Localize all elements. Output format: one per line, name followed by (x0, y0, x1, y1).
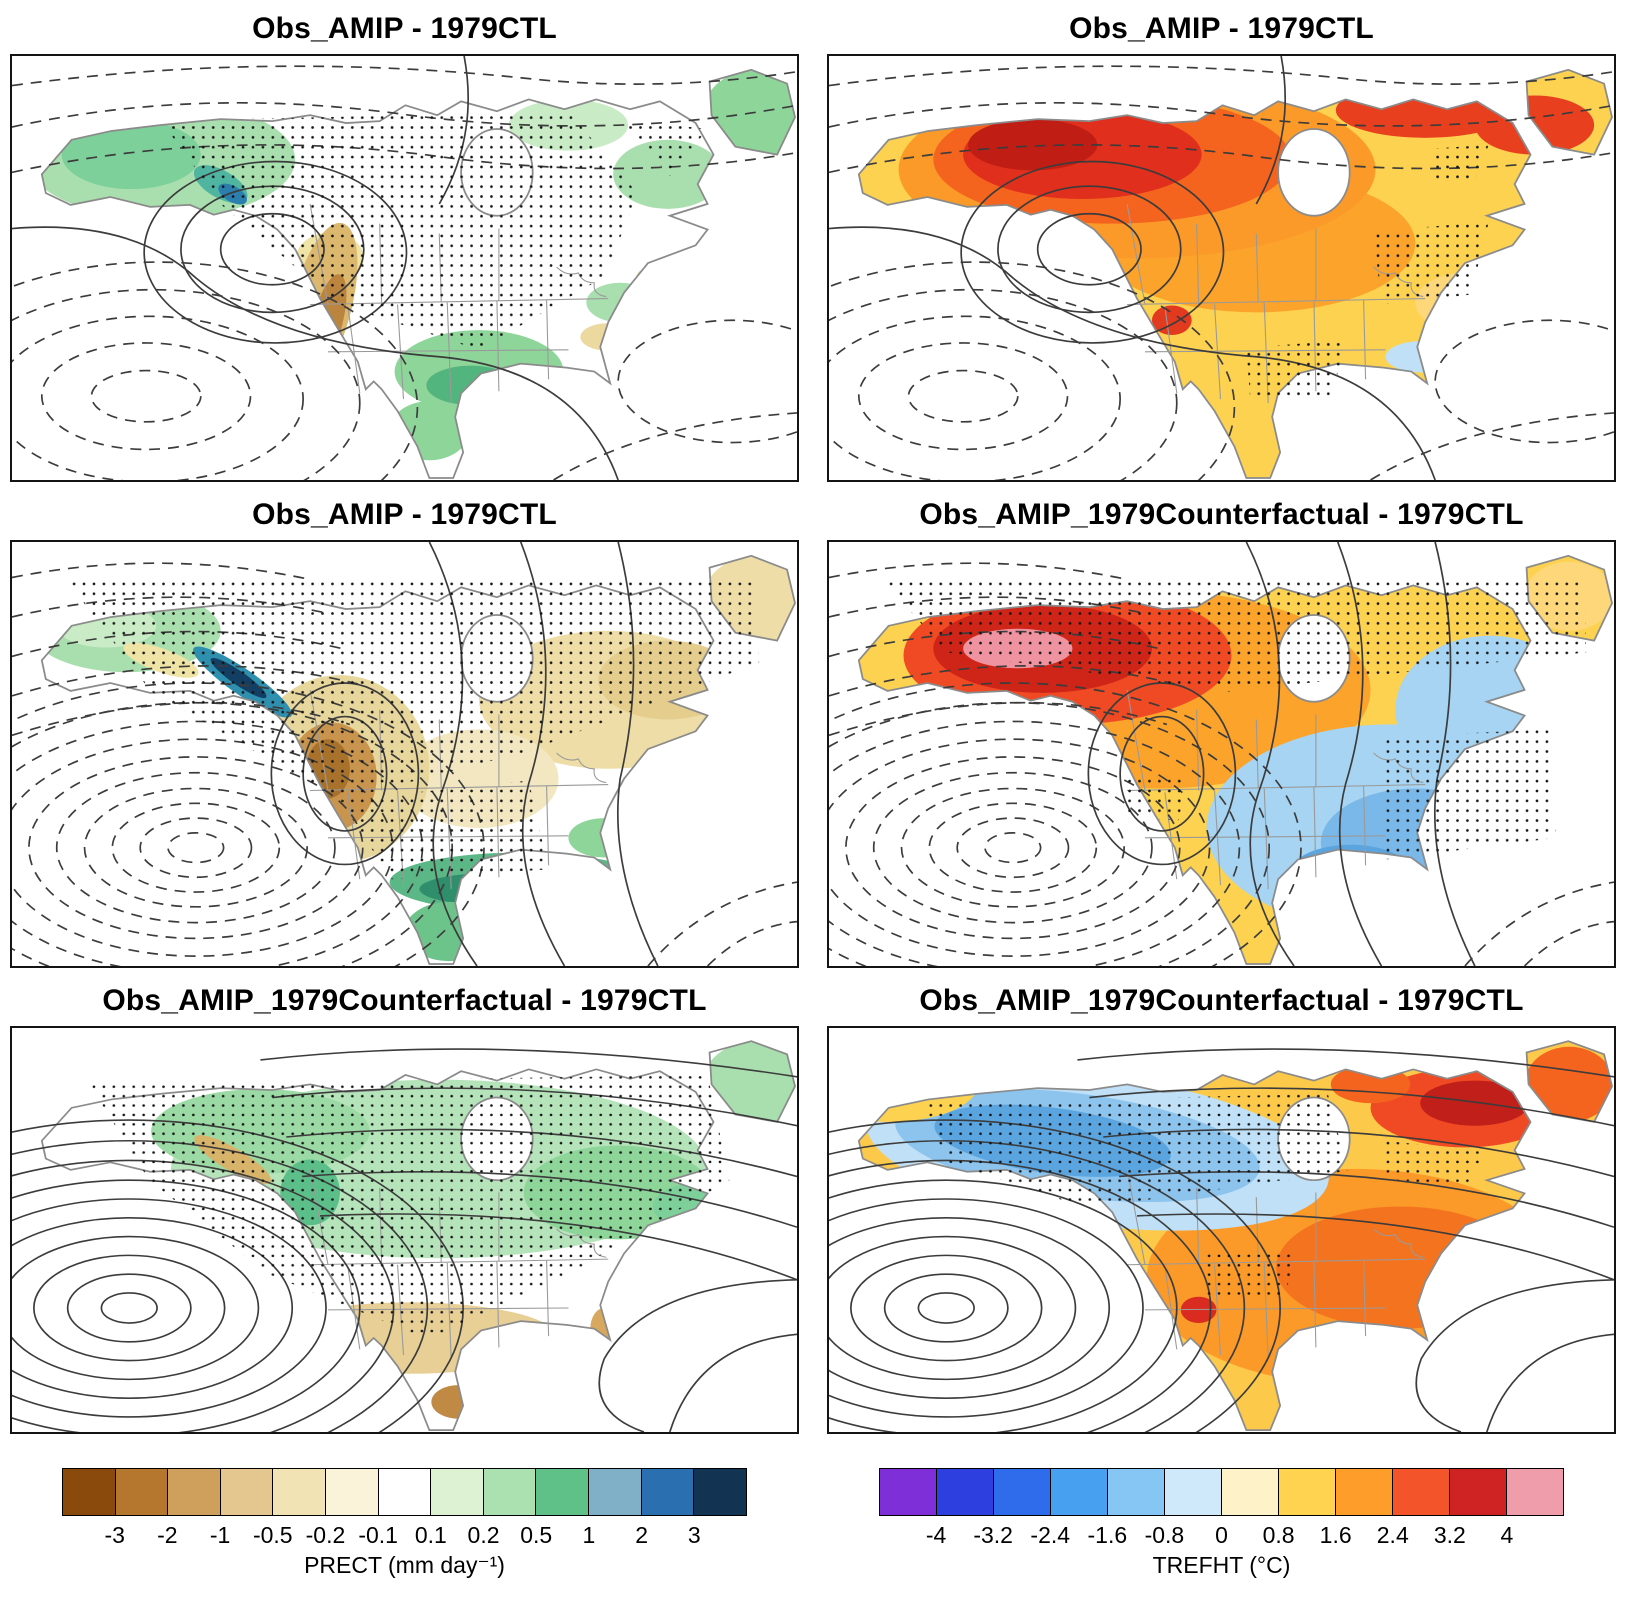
colorbar-segment (168, 1469, 221, 1515)
colorbar-segment (937, 1469, 994, 1515)
map-svg (829, 1028, 1614, 1432)
colorbar-segment (1393, 1469, 1450, 1515)
colorbar-blocks (62, 1468, 747, 1516)
panel-prect-obs-amip: Obs_AMIP - 1979CTL (10, 8, 799, 482)
colorbar-segment (1108, 1469, 1165, 1515)
map-svg (12, 542, 797, 966)
colorbar-tick-label: 1 (582, 1522, 596, 1548)
colorbar-tick-label: 0.2 (467, 1522, 500, 1548)
trefht-colorbar: -4 -3.2 -2.4 -1.6 -0.8 0 0.8 1.6 2.4 3.2 4 TREFHT … (827, 1468, 1616, 1579)
map-svg (829, 542, 1614, 966)
colorbar-label: PRECT (mm day⁻¹) (304, 1552, 505, 1578)
panel-prect-obs-amip-2: Obs_AMIP - 1979CTL (10, 494, 799, 968)
panel-title: Obs_AMIP_1979Counterfactual - 1979CTL (919, 498, 1524, 531)
panel-title: Obs_AMIP - 1979CTL (252, 12, 557, 45)
colorbar-segment (536, 1469, 590, 1515)
colorbar-ticks: -4 -3.2 -2.4 -1.6 -0.8 0 0.8 1.6 2.4 3.2 4 (879, 1516, 1564, 1550)
panel-title: Obs_AMIP_1979Counterfactual - 1979CTL (919, 984, 1524, 1017)
colorbar-segment (1165, 1469, 1222, 1515)
panel-prect-counterfactual: Obs_AMIP_1979Counterfactual - 1979CTL (10, 980, 799, 1434)
colorbar-tick-label: 4 (1500, 1522, 1514, 1548)
map-canvas (10, 54, 799, 482)
map-canvas (827, 54, 1616, 482)
map-canvas (827, 540, 1616, 968)
colorbar-segment (589, 1469, 642, 1515)
colorbar-row: -3 -2 -1 -0.5 -0.2 -0.1 0.1 0.2 0.5 1 2 3 PRECT (mm… (10, 1468, 1616, 1579)
panel-trefht-counterfactual: Obs_AMIP_1979Counterfactual - 1979CTL (827, 494, 1616, 968)
map-svg (12, 1028, 797, 1432)
panel-title: Obs_AMIP - 1979CTL (252, 498, 557, 531)
colorbar-tick-label: -1 (209, 1522, 231, 1548)
colorbar-tick-label: 3.2 (1433, 1522, 1466, 1548)
significance-stippling (67, 577, 760, 880)
colorbar-tick-label: 0.1 (414, 1522, 447, 1548)
colorbar-segment (1279, 1469, 1336, 1515)
colorbar-tick-label: -3.2 (973, 1522, 1013, 1548)
colorbar-segment (1507, 1469, 1563, 1515)
colorbar-segment (694, 1469, 746, 1515)
colorbar-segment (1051, 1469, 1108, 1515)
panel-title: Obs_AMIP_1979Counterfactual - 1979CTL (102, 984, 707, 1017)
significance-stippling (161, 111, 708, 350)
colorbar-segment (115, 1469, 169, 1515)
colorbar-tick-label: -2 (157, 1522, 178, 1548)
colorbar-tick-label: 3 (687, 1522, 701, 1548)
colorbar-tick-label: 0 (1215, 1522, 1228, 1548)
colorbar-tick-label: -0.8 (1144, 1522, 1185, 1548)
colorbar-segment (63, 1469, 116, 1515)
colorbar-tick-label: -3 (104, 1522, 125, 1548)
colorbar-segment (1336, 1469, 1393, 1515)
significance-stippling (1246, 144, 1489, 402)
map-svg (12, 56, 797, 480)
colorbar-segment (326, 1469, 379, 1515)
colorbar-tick-label: -0.1 (358, 1522, 398, 1548)
colorbar-tick-label: -4 (925, 1522, 947, 1548)
colorbar-segment (220, 1469, 274, 1515)
colorbar-tick-label: 2 (635, 1522, 649, 1548)
colorbar-label: TREFHT (°C) (1152, 1552, 1291, 1578)
colorbar-tick-label: 2.4 (1376, 1522, 1409, 1548)
colorbar-segment (880, 1469, 937, 1515)
colorbar-tick-label: 0.8 (1262, 1522, 1295, 1548)
colorbar-tick-label: -1.6 (1087, 1522, 1128, 1548)
colorbar-blocks (879, 1468, 1564, 1516)
map-canvas (827, 1026, 1616, 1434)
significance-stippling (924, 1093, 1485, 1301)
prect-colorbar: -3 -2 -1 -0.5 -0.2 -0.1 0.1 0.2 0.5 1 2 3 PRECT (mm… (10, 1468, 799, 1579)
colorbar-tick-label: 0.5 (520, 1522, 553, 1548)
panel-grid: Obs_AMIP - 1979CTL (10, 8, 1616, 1434)
colorbar-tick-label: 1.6 (1319, 1522, 1352, 1548)
significance-stippling (884, 577, 1587, 860)
colorbar-segment (641, 1469, 695, 1515)
map-canvas (10, 1026, 799, 1434)
panel-trefht-obs-amip: Obs_AMIP - 1979CTL (827, 8, 1616, 482)
significance-stippling (89, 1074, 730, 1340)
colorbar-segment (483, 1469, 537, 1515)
colorbar-segment (1222, 1469, 1279, 1515)
colorbar-segment (1450, 1469, 1507, 1515)
colorbar-tick-label: -0.2 (305, 1522, 346, 1548)
map-canvas (10, 540, 799, 968)
colorbar-tick-label: -0.5 (252, 1522, 293, 1548)
colorbar-segment (431, 1469, 484, 1515)
map-svg (829, 56, 1614, 480)
colorbar-ticks: -3 -2 -1 -0.5 -0.2 -0.1 0.1 0.2 0.5 1 2 3 (62, 1516, 747, 1550)
colorbar-segment (273, 1469, 327, 1515)
colorbar-tick-label: -2.4 (1030, 1522, 1071, 1548)
colorbar-segment (994, 1469, 1051, 1515)
panel-trefht-counterfactual-2: Obs_AMIP_1979Counterfactual - 1979CTL (827, 980, 1616, 1434)
panel-title: Obs_AMIP - 1979CTL (1069, 12, 1374, 45)
colorbar-segment (378, 1469, 432, 1515)
